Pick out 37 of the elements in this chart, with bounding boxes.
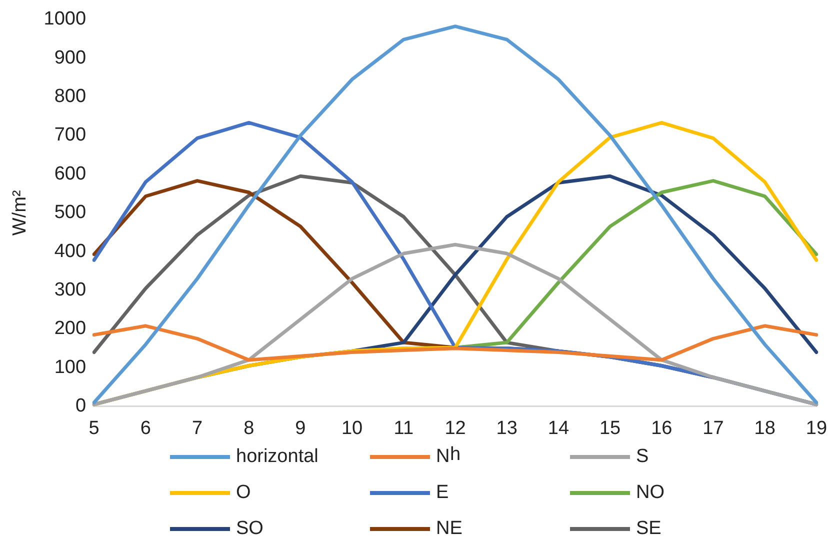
y-axis-title: W/m² [10, 190, 31, 236]
x-tick-label: 18 [754, 418, 776, 440]
x-tick-label: 6 [140, 418, 151, 440]
legend-label: NO [636, 482, 664, 504]
legend-label: O [236, 482, 251, 504]
y-tick-label: 900 [54, 47, 86, 68]
x-tick-label: 17 [702, 418, 724, 440]
y-tick-label: 400 [54, 240, 86, 262]
y-tick-label: 300 [54, 280, 86, 301]
legend-label: E [436, 482, 449, 504]
x-tick-label: 16 [651, 418, 672, 440]
y-tick-label: 500 [54, 202, 86, 224]
x-tick-label: 14 [548, 418, 570, 440]
y-tick-label: 200 [54, 318, 86, 340]
x-axis-title: h [450, 444, 461, 465]
y-tick-label: 100 [54, 356, 86, 378]
x-tick-label: 5 [88, 418, 100, 440]
legend-label: NE [436, 518, 462, 540]
legend-label: S [636, 446, 649, 468]
x-tick-label: 9 [295, 418, 306, 440]
y-tick-label: 1000 [44, 8, 86, 30]
x-tick-label: 12 [444, 418, 466, 440]
x-tick-label: 19 [806, 418, 828, 440]
legend-label: horizontal [236, 446, 318, 468]
y-tick-label: 800 [54, 86, 86, 108]
y-tick-label: 700 [54, 124, 86, 146]
x-tick-label: 8 [244, 418, 254, 440]
x-tick-label: 13 [496, 418, 518, 440]
x-tick-label: 11 [394, 418, 414, 440]
legend-label: SE [636, 518, 662, 540]
x-tick-label: 15 [599, 418, 621, 440]
y-tick-label: 0 [75, 396, 86, 417]
x-tick-label: 10 [341, 418, 363, 440]
y-tick-label: 600 [54, 163, 86, 184]
legend-label: N [436, 446, 450, 468]
legend-label: SO [236, 518, 264, 540]
x-tick-label: 7 [192, 418, 203, 440]
